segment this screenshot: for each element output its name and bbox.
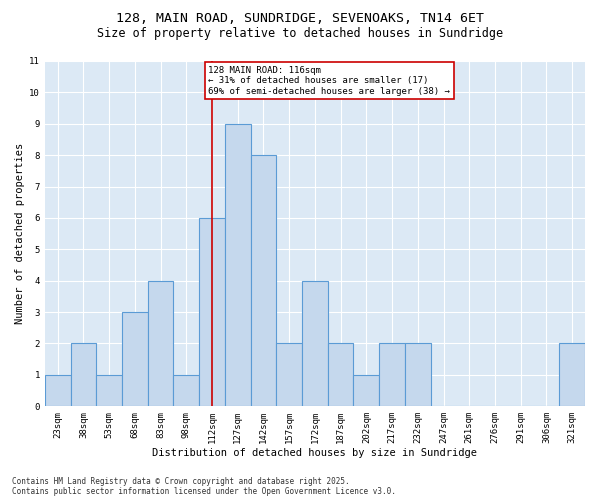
- Text: 128 MAIN ROAD: 116sqm
← 31% of detached houses are smaller (17)
69% of semi-deta: 128 MAIN ROAD: 116sqm ← 31% of detached …: [208, 66, 450, 96]
- Bar: [148, 280, 173, 406]
- Bar: [559, 344, 585, 406]
- Bar: [328, 344, 353, 406]
- Bar: [45, 375, 71, 406]
- Text: 128, MAIN ROAD, SUNDRIDGE, SEVENOAKS, TN14 6ET: 128, MAIN ROAD, SUNDRIDGE, SEVENOAKS, TN…: [116, 12, 484, 26]
- Y-axis label: Number of detached properties: Number of detached properties: [15, 143, 25, 324]
- Bar: [379, 344, 405, 406]
- Bar: [71, 344, 96, 406]
- Bar: [199, 218, 225, 406]
- Bar: [173, 375, 199, 406]
- Bar: [277, 344, 302, 406]
- X-axis label: Distribution of detached houses by size in Sundridge: Distribution of detached houses by size …: [152, 448, 478, 458]
- Bar: [353, 375, 379, 406]
- Text: Contains HM Land Registry data © Crown copyright and database right 2025.
Contai: Contains HM Land Registry data © Crown c…: [12, 476, 396, 496]
- Bar: [96, 375, 122, 406]
- Bar: [405, 344, 431, 406]
- Bar: [251, 155, 277, 406]
- Bar: [225, 124, 251, 406]
- Bar: [122, 312, 148, 406]
- Text: Size of property relative to detached houses in Sundridge: Size of property relative to detached ho…: [97, 28, 503, 40]
- Bar: [302, 280, 328, 406]
